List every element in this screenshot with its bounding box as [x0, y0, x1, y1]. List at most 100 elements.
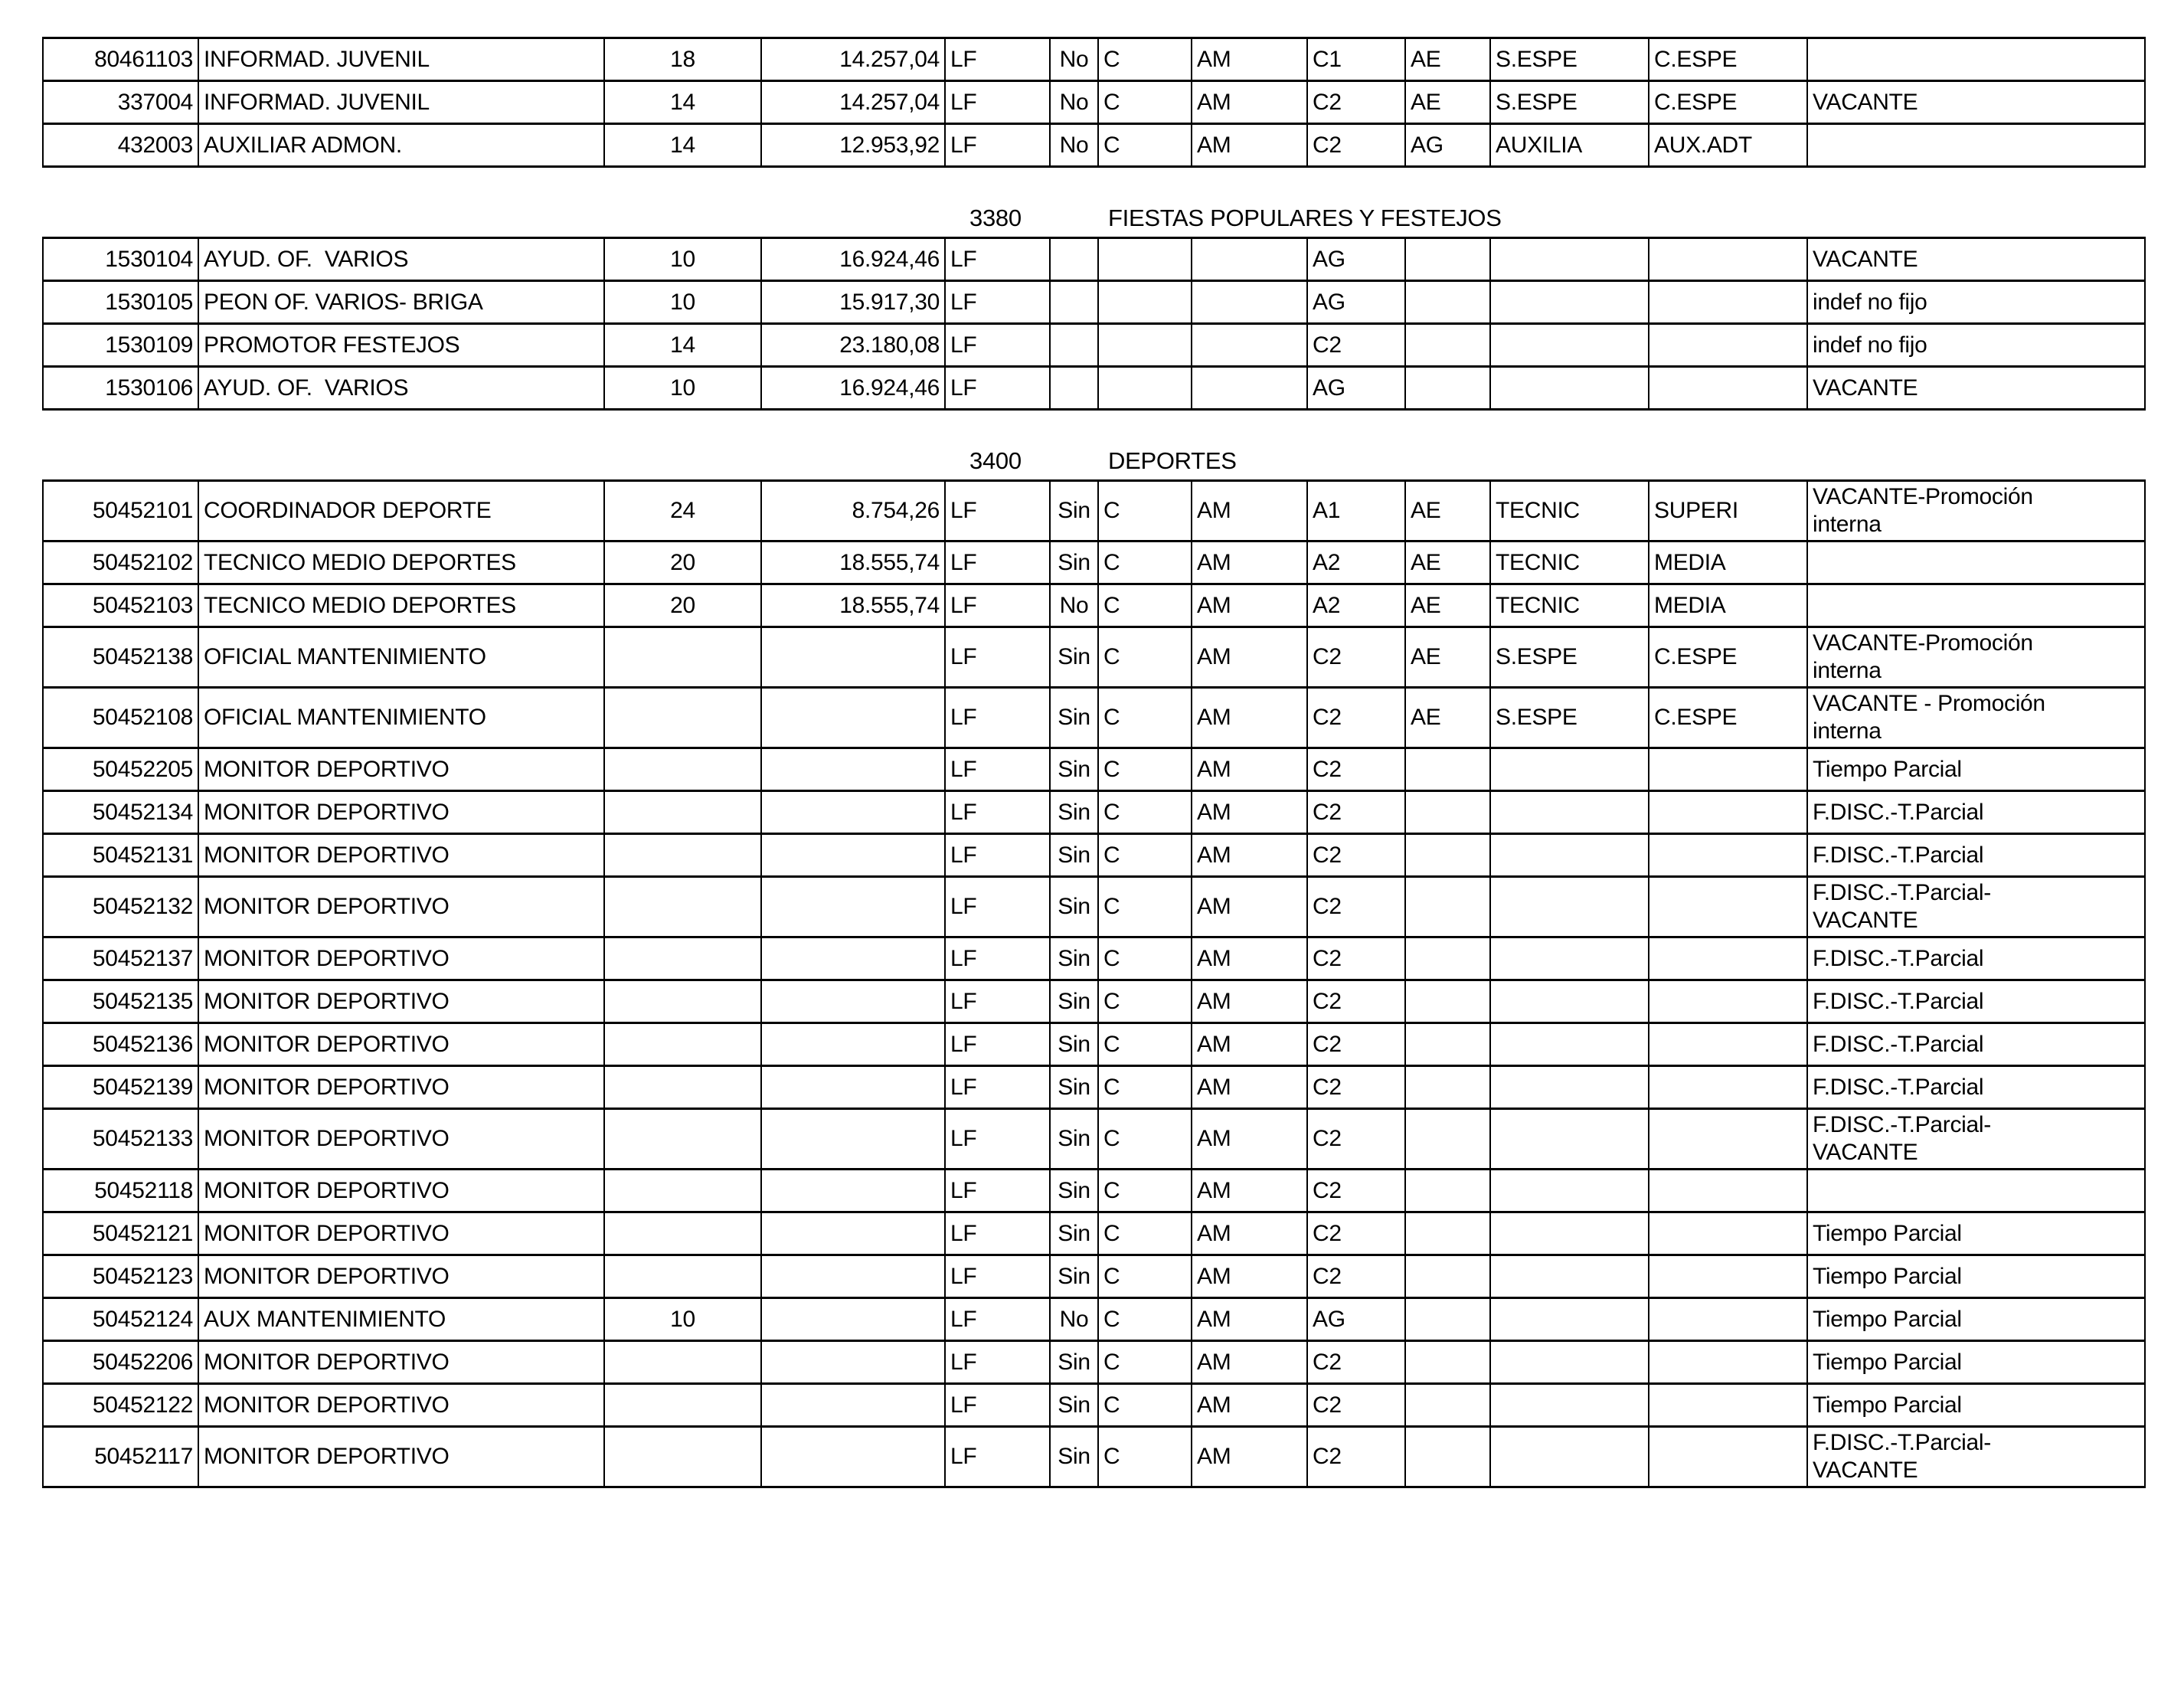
cell-regime: LF — [944, 322, 1051, 368]
cell-dedication: No — [1049, 80, 1099, 125]
cell-administration: AM — [1191, 979, 1308, 1024]
cell-subescala — [1648, 1254, 1808, 1299]
positions-table-body: 80461103 INFORMAD. JUVENIL 18 14.257,04 … — [42, 37, 2146, 168]
cell-denomination: AUXILIAR ADMON. — [198, 123, 605, 168]
cell-position-code: 50452206 — [42, 1340, 199, 1385]
cell-observations: indef no fijo — [1806, 322, 2146, 368]
cell-position-code: 50452123 — [42, 1254, 199, 1299]
cell-dedication: Sin — [1049, 1382, 1099, 1428]
cell-subescala: SUPERI — [1648, 479, 1808, 542]
cell-level: 10 — [603, 237, 762, 282]
table-row: 50452108 OFICIAL MANTENIMIENTO LF Sin C … — [42, 686, 2146, 749]
cell-administration: AM — [1191, 686, 1308, 749]
cell-regime: LF — [944, 979, 1051, 1024]
cell-escala-group — [1404, 747, 1491, 792]
cell-observations: Tiempo Parcial — [1806, 1254, 2146, 1299]
cell-observations — [1806, 1168, 2146, 1213]
cell-denomination: MONITOR DEPORTIVO — [198, 1340, 605, 1385]
cell-specific-salary — [760, 936, 946, 981]
cell-level — [603, 790, 762, 835]
cell-escala-group — [1404, 1297, 1491, 1342]
cell-escala: S.ESPE — [1489, 80, 1649, 125]
cell-escala — [1489, 237, 1649, 282]
cell-group: C2 — [1306, 123, 1406, 168]
cell-level — [603, 1022, 762, 1067]
cell-regime: LF — [944, 123, 1051, 168]
table-row: 50452103 TECNICO MEDIO DEPORTES 20 18.55… — [42, 583, 2146, 628]
cell-subescala — [1648, 1168, 1808, 1213]
cell-dedication: No — [1049, 583, 1099, 628]
cell-level: 10 — [603, 280, 762, 325]
cell-dedication: Sin — [1049, 1425, 1099, 1488]
cell-escala-group — [1404, 1168, 1491, 1213]
cell-denomination: OFICIAL MANTENIMIENTO — [198, 626, 605, 689]
cell-provision: C — [1097, 540, 1192, 585]
cell-specific-salary: 14.257,04 — [760, 37, 946, 82]
cell-group: C2 — [1306, 1382, 1406, 1428]
cell-provision: C — [1097, 1211, 1192, 1256]
cell-level — [603, 1425, 762, 1488]
cell-provision: C — [1097, 747, 1192, 792]
table-row: 50452134 MONITOR DEPORTIVO LF Sin C AM C… — [42, 790, 2146, 835]
cell-observations: F.DISC.-T.Parcial- VACANTE — [1806, 875, 2146, 938]
table-row: 80461103 INFORMAD. JUVENIL 18 14.257,04 … — [42, 37, 2146, 82]
cell-dedication: Sin — [1049, 1340, 1099, 1385]
cell-group: C2 — [1306, 833, 1406, 878]
table-row: 50452136 MONITOR DEPORTIVO LF Sin C AM C… — [42, 1022, 2146, 1067]
table-row: 50452121 MONITOR DEPORTIVO LF Sin C AM C… — [42, 1211, 2146, 1256]
cell-escala — [1489, 1425, 1649, 1488]
table-row: 50452206 MONITOR DEPORTIVO LF Sin C AM C… — [42, 1340, 2146, 1385]
cell-group: AG — [1306, 237, 1406, 282]
cell-regime: LF — [944, 790, 1051, 835]
cell-dedication: Sin — [1049, 1254, 1099, 1299]
cell-escala — [1489, 1108, 1649, 1170]
cell-group: AG — [1306, 1297, 1406, 1342]
cell-level: 20 — [603, 583, 762, 628]
cell-escala-group — [1404, 1211, 1491, 1256]
cell-regime: LF — [944, 237, 1051, 282]
cell-position-code: 50452135 — [42, 979, 199, 1024]
section-code: 3380 — [969, 204, 1022, 231]
cell-specific-salary: 16.924,46 — [760, 237, 946, 282]
cell-regime: LF — [944, 1254, 1051, 1299]
cell-group: C2 — [1306, 747, 1406, 792]
cell-regime: LF — [944, 1425, 1051, 1488]
cell-subescala: MEDIA — [1648, 583, 1808, 628]
cell-regime: LF — [944, 1340, 1051, 1385]
cell-administration: AM — [1191, 1425, 1308, 1488]
cell-subescala — [1648, 747, 1808, 792]
cell-escala — [1489, 1022, 1649, 1067]
cell-position-code: 50452108 — [42, 686, 199, 749]
cell-group: C2 — [1306, 790, 1406, 835]
cell-subescala — [1648, 1297, 1808, 1342]
table-row: 1530105 PEON OF. VARIOS- BRIGA 10 15.917… — [42, 280, 2146, 325]
cell-escala-group: AG — [1404, 123, 1491, 168]
cell-denomination: AYUD. OF. VARIOS — [198, 237, 605, 282]
cell-escala-group: AE — [1404, 37, 1491, 82]
cell-level: 10 — [603, 1297, 762, 1342]
cell-observations: Tiempo Parcial — [1806, 1211, 2146, 1256]
table-row: 50452138 OFICIAL MANTENIMIENTO LF Sin C … — [42, 626, 2146, 689]
cell-denomination: COORDINADOR DEPORTE — [198, 479, 605, 542]
cell-denomination: OFICIAL MANTENIMIENTO — [198, 686, 605, 749]
cell-denomination: AUX MANTENIMIENTO — [198, 1297, 605, 1342]
cell-provision: C — [1097, 979, 1192, 1024]
cell-escala: S.ESPE — [1489, 686, 1649, 749]
section-code: 3400 — [969, 447, 1022, 474]
cell-subescala — [1648, 936, 1808, 981]
cell-position-code: 337004 — [42, 80, 199, 125]
cell-escala-group — [1404, 280, 1491, 325]
cell-escala: S.ESPE — [1489, 626, 1649, 689]
cell-group: C2 — [1306, 1108, 1406, 1170]
cell-denomination: MONITOR DEPORTIVO — [198, 1022, 605, 1067]
cell-denomination: MONITOR DEPORTIVO — [198, 833, 605, 878]
cell-dedication: Sin — [1049, 1211, 1099, 1256]
cell-group: C2 — [1306, 1211, 1406, 1256]
cell-group: C2 — [1306, 936, 1406, 981]
cell-observations: VACANTE — [1806, 80, 2146, 125]
cell-specific-salary: 8.754,26 — [760, 479, 946, 542]
cell-position-code: 50452132 — [42, 875, 199, 938]
cell-level — [603, 1211, 762, 1256]
cell-position-code: 80461103 — [42, 37, 199, 82]
cell-observations: F.DISC.-T.Parcial — [1806, 979, 2146, 1024]
